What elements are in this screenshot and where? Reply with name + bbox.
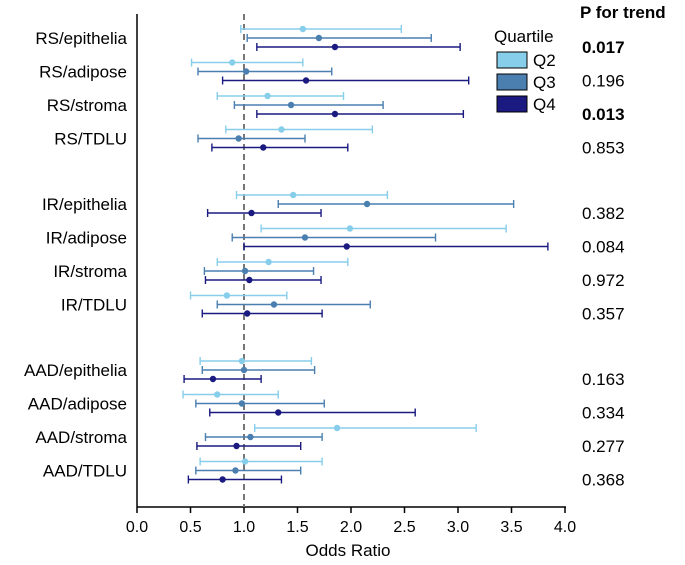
point-estimate-q2 <box>264 92 271 100</box>
row-label: AAD/stroma <box>35 428 127 447</box>
x-tick-label: 0.5 <box>179 519 201 536</box>
point-estimate-q4 <box>260 144 267 151</box>
p-trend-value: 0.196 <box>582 72 625 91</box>
point-estimate-q3 <box>240 366 248 374</box>
point-estimate-q4 <box>209 375 217 383</box>
x-axis-title: Odds Ratio <box>305 541 390 560</box>
row-label: RS/epithelia <box>35 29 127 48</box>
point-estimate-q2 <box>333 424 341 432</box>
point-estimate-q3 <box>315 34 323 42</box>
point-estimate-q2 <box>290 191 297 199</box>
x-tick-label: 1.0 <box>233 519 255 536</box>
point-estimate-q3 <box>241 267 249 275</box>
point-estimate-q3 <box>363 200 371 208</box>
x-tick-label: 2.5 <box>393 519 415 536</box>
point-estimate-q2 <box>241 458 249 465</box>
point-estimate-q4 <box>302 77 310 84</box>
point-estimate-q3 <box>235 135 242 142</box>
point-estimate-q2 <box>346 225 354 232</box>
row-label: IR/TDLU <box>61 296 127 315</box>
p-trend-value: 0.277 <box>582 437 625 456</box>
p-trend-value: 0.368 <box>582 471 625 490</box>
point-estimate-q4 <box>331 110 339 118</box>
point-estimate-q3 <box>247 433 254 441</box>
row-label: IR/epithelia <box>42 195 128 214</box>
x-tick-label: 2.0 <box>340 519 362 536</box>
point-estimate-q2 <box>299 25 307 33</box>
point-estimate-q4 <box>244 310 251 317</box>
legend: Quartile Q2 Q3 Q4 <box>494 27 556 114</box>
legend-swatch-q2 <box>496 51 528 69</box>
p-trend-value: 0.017 <box>582 38 625 57</box>
x-tick-label: 4.0 <box>554 519 576 536</box>
point-estimate-q4 <box>246 276 253 284</box>
point-estimate-q4 <box>343 243 350 250</box>
legend-label-q3: Q3 <box>533 73 556 92</box>
x-tick-label: 0.0 <box>126 519 148 536</box>
point-estimate-q4 <box>219 476 226 483</box>
row-label: AAD/TDLU <box>43 462 127 481</box>
point-estimate-q3 <box>238 400 246 407</box>
p-trend-value: 0.084 <box>582 238 625 257</box>
point-estimate-q2 <box>238 357 246 365</box>
row-label: IR/stroma <box>53 262 127 281</box>
p-trend-value: 0.334 <box>582 404 625 423</box>
point-estimate-q3 <box>287 101 295 109</box>
point-estimate-q3 <box>301 234 309 241</box>
x-tick-label: 3.5 <box>500 519 522 536</box>
p-trend-value: 0.357 <box>582 305 625 324</box>
row-label: RS/stroma <box>47 96 128 115</box>
legend-label-q4: Q4 <box>533 95 556 114</box>
row-label: RS/TDLU <box>54 130 127 149</box>
point-estimate-q2 <box>229 59 236 66</box>
row-label: IR/adipose <box>46 229 127 248</box>
point-estimate-q3 <box>242 68 250 75</box>
legend-title: Quartile <box>494 27 554 46</box>
point-estimate-q4 <box>233 442 240 450</box>
p-trend-value: 0.853 <box>582 139 625 158</box>
row-label: RS/adipose <box>39 63 127 82</box>
legend-swatch-q3 <box>496 73 528 91</box>
point-estimate-q2 <box>278 126 285 133</box>
row-label: AAD/epithelia <box>24 361 128 380</box>
p-trend-value: 0.382 <box>582 204 625 223</box>
x-axis-ticks: 0.0 0.5 1.0 1.5 2.0 2.5 3.0 3.5 4.0 <box>126 507 576 536</box>
point-estimate-q2 <box>214 391 221 398</box>
p-trend-value: 0.972 <box>582 271 625 290</box>
forest-rows: RS/epithelia 0.017 RS/adipose 0.196 RS/strom… <box>24 25 625 490</box>
x-tick-label: 1.5 <box>286 519 308 536</box>
point-estimate-q4 <box>248 209 255 217</box>
point-estimate-q3 <box>232 467 239 474</box>
point-estimate-q2 <box>265 258 272 266</box>
x-tick-label: 3.0 <box>447 519 469 536</box>
p-trend-header: P for trend <box>580 3 666 22</box>
point-estimate-q4 <box>275 409 282 416</box>
point-estimate-q3 <box>270 301 278 308</box>
point-estimate-q2 <box>223 292 231 299</box>
point-estimate-q4 <box>331 43 339 51</box>
row-label: AAD/adipose <box>28 395 127 414</box>
p-trend-value: 0.013 <box>582 105 625 124</box>
p-trend-value: 0.163 <box>582 370 625 389</box>
legend-swatch-q4 <box>496 95 528 113</box>
legend-label-q2: Q2 <box>533 51 556 70</box>
